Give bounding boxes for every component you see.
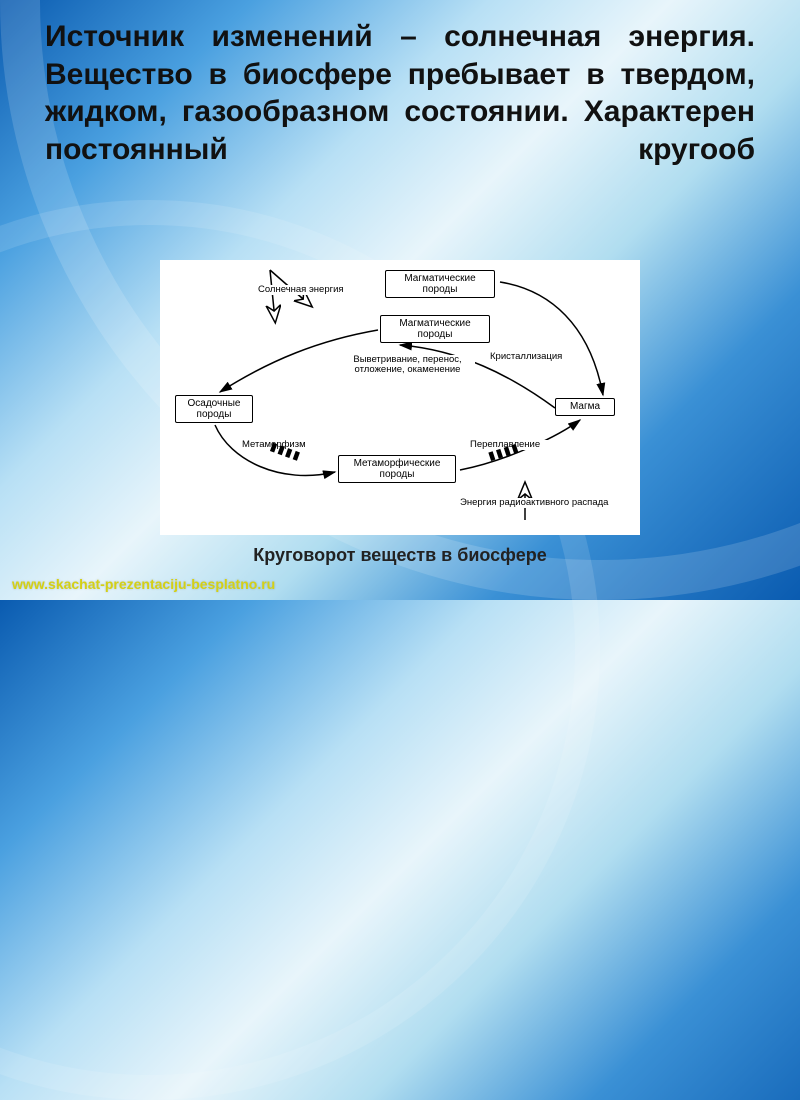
node-magma: Магма (555, 398, 615, 416)
node-magmatic2: Магматические породы (380, 315, 490, 343)
label-radioactive: Энергия радиоактивного распада (460, 498, 635, 508)
label-weathering: Выветривание, перенос, отложение, окамен… (340, 355, 475, 375)
cycle-diagram: Магматические породы Магматические породы… (160, 260, 640, 535)
arrow-a1 (500, 282, 603, 395)
label-crystallize: Кристаллизация (490, 352, 575, 362)
footer-url: www.skachat-prezentaciju-besplatno.ru (12, 576, 275, 592)
node-metamorphic: Метаморфические породы (338, 455, 456, 483)
arrow-solar2 (270, 270, 275, 320)
node-sedimentary: Осадочные породы (175, 395, 253, 423)
slide-heading: Источник изменений – солнечная энергия. … (45, 18, 755, 168)
node-magmatic1: Магматические породы (385, 270, 495, 298)
label-solar: Солнечная энергия (258, 285, 358, 295)
diagram-caption: Круговорот веществ в биосфере (0, 545, 800, 566)
